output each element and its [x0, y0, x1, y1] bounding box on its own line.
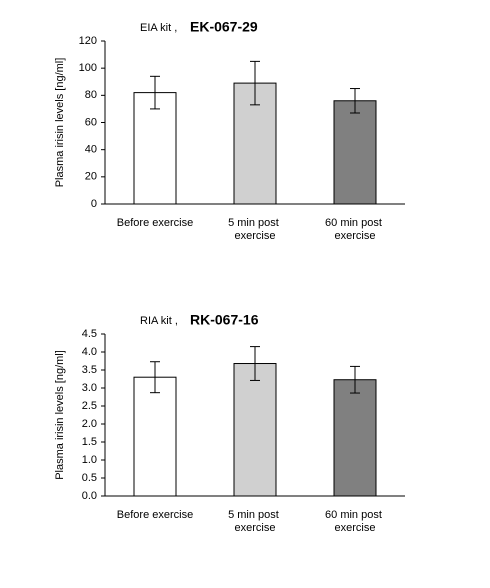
- x-tick-label: 60 min post exercise: [325, 217, 385, 242]
- y-tick-label: 0.0: [82, 490, 97, 502]
- error-bar: [150, 75, 160, 110]
- y-tick-label: 1.5: [82, 436, 97, 448]
- y-tick-label: 4.5: [82, 328, 97, 340]
- y-tick-label: 3.5: [82, 364, 97, 376]
- bar: [233, 363, 277, 497]
- y-tick-label: 100: [79, 62, 97, 74]
- y-tick-label: 80: [85, 89, 97, 101]
- y-axis-label: Plasma irisin levels [ng/ml]: [54, 350, 66, 480]
- x-tick-label: Before exercise: [117, 509, 193, 521]
- bar: [333, 379, 377, 497]
- y-axis-label: Plasma irisin levels [ng/ml]: [54, 58, 66, 188]
- chart-subtitle: RK-067-16: [190, 312, 259, 328]
- x-tick-label: 5 min post exercise: [228, 217, 282, 242]
- y-tick-label: 4.0: [82, 346, 97, 358]
- bar: [133, 92, 177, 205]
- x-tick-label: 5 min post exercise: [228, 509, 282, 534]
- y-tick-label: 40: [85, 144, 97, 156]
- y-tick-label: 3.0: [82, 382, 97, 394]
- chart-title: EIA kit ,: [140, 22, 177, 34]
- bar: [333, 100, 377, 205]
- y-tick-label: 1.0: [82, 454, 97, 466]
- y-tick-label: 2.0: [82, 418, 97, 430]
- y-tick-label: 2.5: [82, 400, 97, 412]
- x-tick-label: 60 min post exercise: [325, 509, 385, 534]
- error-bar: [350, 365, 360, 394]
- y-tick-label: 20: [85, 171, 97, 183]
- y-tick-label: 0: [91, 198, 97, 210]
- y-tick-label: 120: [79, 35, 97, 47]
- error-bar: [250, 346, 260, 381]
- bar: [133, 376, 177, 497]
- y-tick-label: 60: [85, 116, 97, 128]
- error-bar: [250, 60, 260, 106]
- chart-subtitle: EK-067-29: [190, 19, 258, 35]
- y-tick-label: 0.5: [82, 472, 97, 484]
- error-bar: [150, 361, 160, 394]
- x-tick-label: Before exercise: [117, 217, 193, 229]
- chart-title: RIA kit ,: [140, 315, 178, 327]
- error-bar: [350, 88, 360, 114]
